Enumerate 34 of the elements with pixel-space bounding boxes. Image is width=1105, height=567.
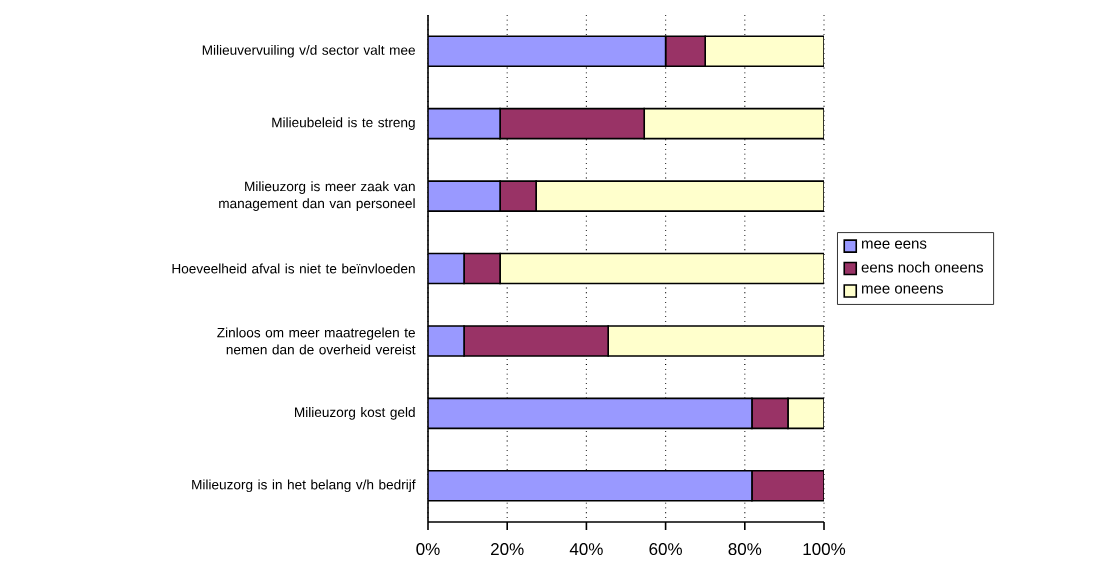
bar <box>704 35 825 68</box>
y-tick-label: Zinloos om meer maatregelen te nemen dan de overheid vereist <box>217 327 416 355</box>
bar <box>607 325 825 357</box>
bar <box>428 107 501 140</box>
y-tick-label: Milieuzorg is in het belang v/h bedrijf <box>192 479 416 493</box>
y-tick-label: Milieuvervuiling v/d sector valt mee <box>202 44 415 58</box>
bar <box>751 469 825 502</box>
legend-label: mee eens <box>862 240 927 249</box>
y-tick-label: Hoeveelheid afval is niet te beïnvloeden <box>172 263 415 274</box>
bar <box>463 252 501 285</box>
x-tick-label: 20% <box>491 543 524 556</box>
bar <box>428 469 753 502</box>
bar <box>499 252 825 285</box>
x-tick-label: 40% <box>569 543 603 556</box>
legend-label: eens noch oneens <box>861 261 984 273</box>
y-tick-label: Milieuzorg is meer zaak van management dan van personeel <box>219 181 415 211</box>
bar <box>751 397 789 430</box>
x-tick-label: 0% <box>416 543 440 556</box>
x-tick-label: 100% <box>803 543 846 556</box>
x-tick-label: 80% <box>728 543 762 556</box>
bar <box>428 35 667 68</box>
bar <box>499 107 646 140</box>
bar <box>664 35 706 68</box>
bar <box>428 397 753 430</box>
bar <box>428 180 501 212</box>
bar <box>463 325 609 357</box>
bar <box>428 252 465 285</box>
y-tick-label: Milieuzorg kost geld <box>295 407 415 420</box>
bar <box>535 180 825 212</box>
bar <box>787 397 825 430</box>
legend-label: mee oneens <box>862 285 944 294</box>
x-tick-label: 60% <box>649 543 682 556</box>
bar <box>643 107 825 140</box>
y-tick-label: Milieubeleid is te streng <box>272 117 415 130</box>
